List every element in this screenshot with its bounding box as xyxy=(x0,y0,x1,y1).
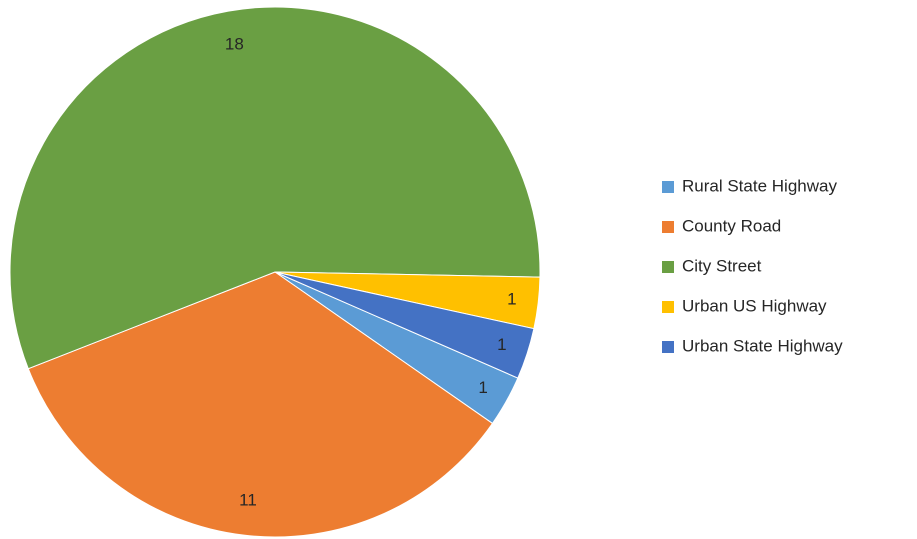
legend-label: Urban US Highway xyxy=(682,296,827,315)
legend-label: Rural State Highway xyxy=(682,176,837,195)
data-label: 18 xyxy=(225,35,244,54)
data-label: 1 xyxy=(497,335,506,354)
data-label: 11 xyxy=(239,490,257,509)
legend-swatch xyxy=(662,301,674,313)
legend-swatch xyxy=(662,341,674,353)
pie-slice xyxy=(27,271,494,538)
legend-swatch xyxy=(662,221,674,233)
legend-label: County Road xyxy=(682,216,781,235)
legend-label: Urban State Highway xyxy=(682,336,843,355)
pie-slice xyxy=(9,6,541,370)
pie-slice xyxy=(274,271,535,379)
data-label: 1 xyxy=(478,378,487,397)
data-label: 1 xyxy=(507,289,516,308)
legend-swatch xyxy=(662,261,674,273)
legend-label: City Street xyxy=(682,256,762,275)
legend-swatch xyxy=(662,181,674,193)
